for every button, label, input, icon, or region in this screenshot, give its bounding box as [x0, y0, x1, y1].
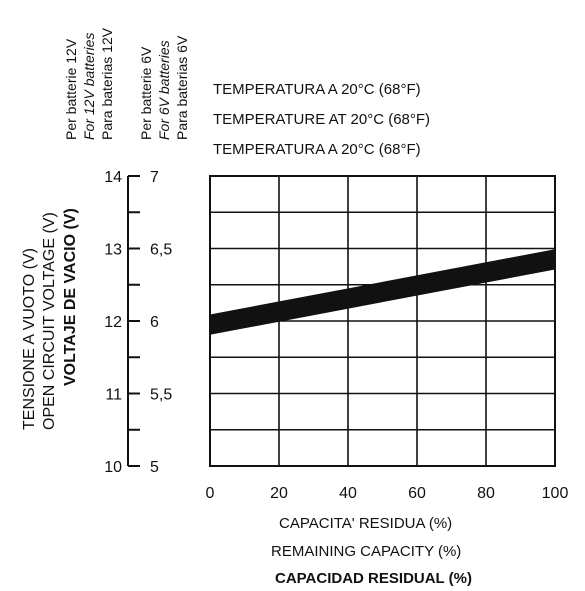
x-tick-labels: 0 20 40 60 80 100	[206, 485, 569, 502]
battery-labels: Per batterie 12V For 12V batteries Para …	[63, 27, 190, 140]
x-tick-label: 40	[339, 485, 357, 502]
y-tick-label-12v: 10	[104, 459, 122, 476]
y-axis-title-it: TENSIONE A VUOTO (V)	[21, 248, 38, 430]
battery-label-12v-es: Para baterias 12V	[99, 27, 115, 140]
temperature-line-en: TEMPERATURE AT 20°C (68°F)	[213, 111, 430, 128]
x-tick-label: 100	[542, 485, 569, 502]
y-axis-title: TENSIONE A VUOTO (V) OPEN CIRCUIT VOLTAG…	[21, 208, 79, 430]
temperature-heading: TEMPERATURA A 20°C (68°F) TEMPERATURE AT…	[213, 81, 430, 158]
y-tick-label-12v: 11	[105, 387, 122, 404]
battery-label-6v-es: Para baterias 6V	[174, 35, 190, 140]
battery-label-6v-en: For 6V batteries	[156, 40, 172, 140]
y-axis-title-en: OPEN CIRCUIT VOLTAGE (V)	[41, 212, 58, 430]
x-axis-title: CAPACITA' RESIDUA (%) REMAINING CAPACITY…	[271, 515, 472, 587]
x-tick-label: 0	[206, 485, 215, 502]
plot-area	[209, 175, 556, 467]
battery-label-6v-it: Per batterie 6V	[138, 46, 154, 140]
y-tick-label-12v: 13	[104, 242, 122, 259]
voltage-band	[210, 249, 555, 335]
y-tick-label-6v: 5,5	[150, 387, 172, 404]
y-tick-label-6v: 6	[150, 314, 159, 331]
y-tick-label-12v: 12	[104, 314, 122, 331]
battery-label-12v-en: For 12V batteries	[81, 33, 97, 140]
x-axis-title-it: CAPACITA' RESIDUA (%)	[279, 515, 452, 532]
x-tick-label: 20	[270, 485, 288, 502]
x-axis-title-es: CAPACIDAD RESIDUAL (%)	[275, 570, 472, 587]
x-tick-label: 60	[408, 485, 426, 502]
temperature-line-es: TEMPERATURA A 20°C (68°F)	[213, 141, 421, 158]
vertical-gridlines	[278, 176, 487, 466]
y-tick-label-6v: 5	[150, 459, 159, 476]
y-tick-label-6v: 6,5	[150, 242, 172, 259]
battery-label-12v-it: Per batterie 12V	[63, 38, 79, 140]
y-axis: 10 11 12 13 14 5 5,5 6 6,5 7	[104, 169, 172, 476]
temperature-line-it: TEMPERATURA A 20°C (68°F)	[213, 81, 421, 98]
y-axis-title-es: VOLTAJE DE VACIO (V)	[62, 208, 79, 386]
x-axis-title-en: REMAINING CAPACITY (%)	[271, 543, 461, 560]
y-tick-label-6v: 7	[150, 169, 159, 186]
y-tick-label-12v: 14	[104, 169, 122, 186]
plot-frame	[209, 175, 556, 467]
x-tick-label: 80	[477, 485, 495, 502]
